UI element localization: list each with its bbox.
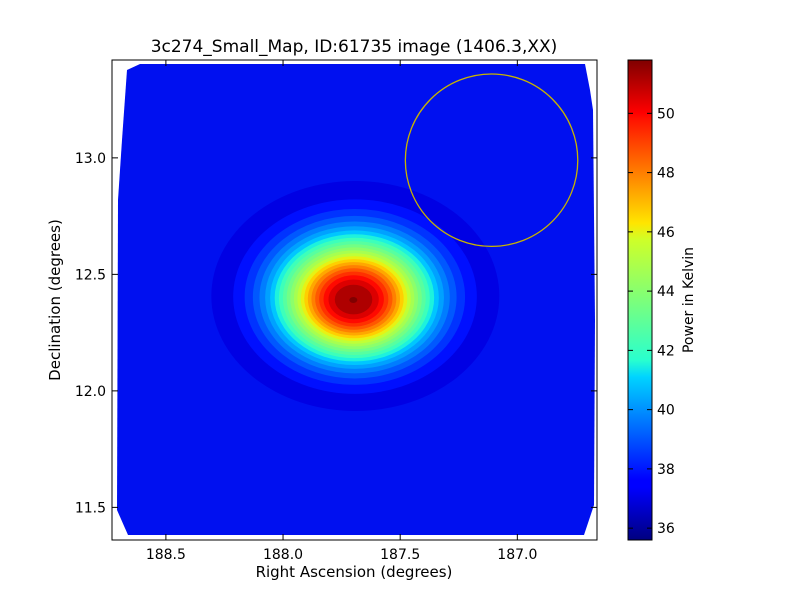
x-tick-label: 188.5	[146, 547, 186, 563]
colorbar-tick-label: 36	[657, 521, 675, 537]
chart-title: 3c274_Small_Map, ID:61735 image (1406.3,…	[151, 37, 558, 57]
colorbar-tick-label: 48	[657, 166, 675, 182]
colorbar-label: Power in Kelvin	[681, 247, 697, 353]
plot-frame	[111, 59, 598, 541]
x-axis-label: Right Ascension (degrees)	[256, 563, 453, 581]
x-tick-label: 188.0	[263, 547, 303, 563]
y-axis: 11.5 12.0 12.5 13.0	[75, 151, 597, 516]
colorbar-tick-label: 50	[657, 106, 675, 122]
colorbar-tick-label: 46	[657, 225, 675, 241]
colorbar	[627, 59, 653, 541]
colorbar-axis: 36 38 40 42 44 46 48 50	[628, 106, 675, 537]
x-tick-label: 187.5	[380, 547, 420, 563]
x-tick-label: 187.0	[497, 547, 537, 563]
x-axis: 188.5 188.0 187.5 187.0	[146, 60, 537, 563]
y-tick-label: 12.0	[75, 384, 106, 400]
y-axis-label: Declination (degrees)	[46, 219, 64, 381]
colorbar-tick-label: 44	[657, 284, 675, 300]
annotation-circle	[404, 73, 579, 248]
y-tick-label: 12.5	[75, 267, 106, 283]
emission-source	[211, 181, 500, 411]
y-tick-label: 11.5	[75, 500, 106, 516]
y-tick-label: 13.0	[75, 151, 106, 167]
colorbar-tick-label: 38	[657, 462, 675, 478]
colorbar-tick-label: 42	[657, 343, 675, 359]
intensity-contour	[349, 297, 358, 303]
colorbar-tick-label: 40	[657, 403, 675, 419]
heatmap	[112, 60, 597, 540]
